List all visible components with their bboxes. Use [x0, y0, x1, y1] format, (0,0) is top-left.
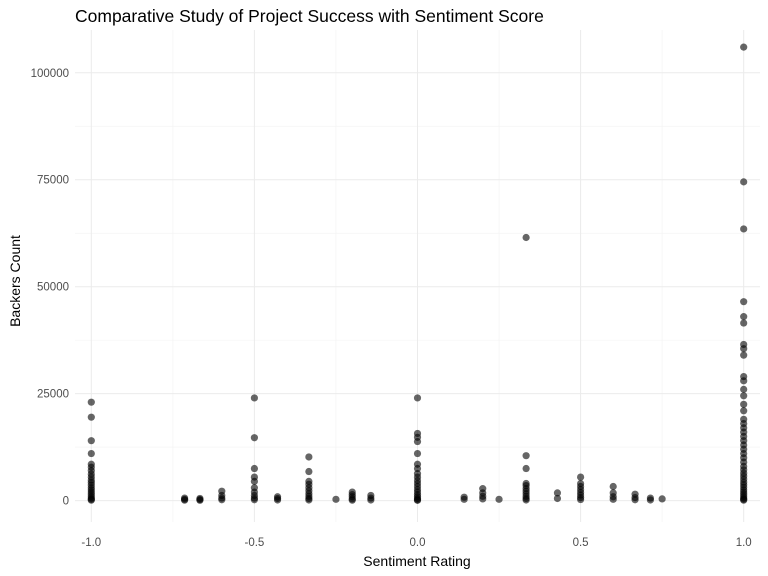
- data-point: [367, 496, 375, 504]
- data-point: [87, 437, 95, 445]
- data-point: [740, 496, 748, 504]
- data-point: [631, 496, 639, 504]
- data-point: [522, 496, 530, 504]
- data-point: [87, 413, 95, 421]
- data-point: [740, 319, 748, 327]
- data-point: [250, 394, 258, 402]
- data-point: [740, 178, 748, 186]
- data-point: [740, 385, 748, 393]
- x-tick-label: 0.0: [410, 537, 426, 549]
- grid-lines: [75, 30, 760, 522]
- data-point: [522, 452, 530, 460]
- y-tick-label: 0: [63, 496, 69, 508]
- data-point: [553, 489, 562, 497]
- x-tick-label: 1.0: [736, 537, 752, 549]
- y-tick-label: 100000: [31, 68, 69, 80]
- data-point: [522, 464, 530, 473]
- data-point: [413, 394, 422, 402]
- data-point: [87, 398, 95, 406]
- y-tick-labels: 0 25000 50000 75000 100000: [31, 68, 69, 508]
- x-tick-label: -0.5: [244, 537, 264, 549]
- data-point: [740, 351, 748, 359]
- data-point: [218, 496, 226, 504]
- data-point: [479, 495, 487, 503]
- data-point: [740, 377, 748, 385]
- data-point: [305, 496, 313, 504]
- data-point: [87, 449, 95, 458]
- data-point: [740, 407, 748, 415]
- chart-title: Comparative Study of Project Success wit…: [75, 6, 544, 26]
- data-point: [181, 496, 189, 504]
- data-point: [250, 464, 258, 473]
- data-point: [522, 233, 530, 242]
- data-point: [273, 496, 282, 504]
- data-point: [413, 496, 422, 504]
- data-point: [740, 400, 748, 408]
- data-point: [740, 313, 748, 321]
- data-point: [740, 225, 748, 233]
- data-point: [740, 345, 748, 353]
- data-point: [305, 467, 313, 476]
- x-axis-title: Sentiment Rating: [363, 553, 470, 569]
- data-point: [740, 298, 748, 306]
- data-point: [332, 495, 340, 503]
- x-tick-label: -1.0: [81, 537, 101, 549]
- data-point: [348, 496, 356, 504]
- data-point: [646, 496, 655, 504]
- data-point: [250, 477, 258, 485]
- data-point: [196, 496, 204, 504]
- data-point: [577, 495, 585, 504]
- x-tick-label: 0.5: [573, 537, 589, 549]
- data-point: [740, 43, 748, 51]
- y-tick-label: 75000: [37, 175, 69, 187]
- y-axis-title: Backers Count: [7, 235, 23, 327]
- data-point: [495, 495, 503, 503]
- data-point: [577, 473, 585, 481]
- data-points: [87, 43, 748, 504]
- data-point: [609, 482, 617, 491]
- data-point: [658, 495, 666, 503]
- data-point: [609, 495, 617, 503]
- data-point: [413, 449, 422, 458]
- data-point: [87, 496, 95, 504]
- y-tick-label: 50000: [37, 282, 69, 294]
- y-tick-label: 25000: [37, 389, 69, 401]
- data-point: [413, 437, 422, 446]
- x-tick-labels: -1.0 -0.5 0.0 0.5 1.0: [81, 537, 751, 549]
- data-point: [553, 494, 562, 503]
- data-point: [305, 453, 313, 461]
- data-point: [413, 464, 422, 473]
- data-point: [250, 496, 258, 504]
- data-point: [250, 434, 258, 442]
- data-point: [740, 392, 748, 400]
- data-point: [460, 495, 468, 503]
